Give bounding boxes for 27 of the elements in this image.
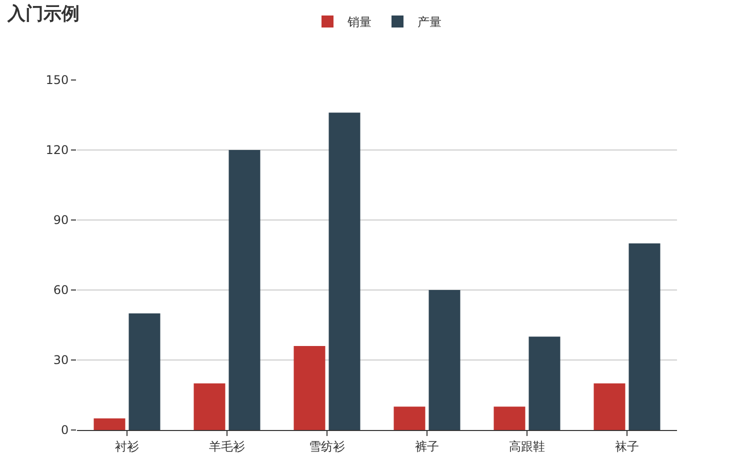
bar bbox=[394, 406, 426, 430]
y-tick-label: 30 bbox=[53, 353, 69, 368]
bar bbox=[94, 418, 126, 430]
y-tick-label: 0 bbox=[60, 423, 69, 438]
x-tick-label: 雪纺衫 bbox=[309, 439, 345, 454]
bar bbox=[194, 383, 226, 430]
x-tick-label: 裤子 bbox=[415, 439, 439, 454]
x-tick-label: 袜子 bbox=[615, 439, 639, 454]
y-tick-label: 60 bbox=[53, 283, 69, 298]
bar bbox=[328, 112, 360, 430]
bar bbox=[428, 290, 460, 430]
legend-label: 产量 bbox=[418, 15, 442, 30]
y-tick-label: 150 bbox=[46, 73, 69, 88]
bar bbox=[128, 313, 160, 430]
bar bbox=[294, 346, 326, 430]
x-tick-label: 羊毛衫 bbox=[209, 439, 245, 454]
x-tick-label: 高跟鞋 bbox=[509, 439, 545, 454]
bar bbox=[594, 383, 626, 430]
y-tick-label: 120 bbox=[46, 143, 69, 158]
bar bbox=[628, 243, 660, 430]
bar bbox=[494, 406, 526, 430]
y-tick-label: 90 bbox=[53, 213, 69, 228]
bar bbox=[228, 150, 260, 430]
legend-label: 销量 bbox=[346, 15, 372, 30]
chart-title: 入门示例 bbox=[6, 4, 80, 25]
x-tick-label: 衬衫 bbox=[115, 439, 139, 454]
bar bbox=[528, 336, 560, 430]
